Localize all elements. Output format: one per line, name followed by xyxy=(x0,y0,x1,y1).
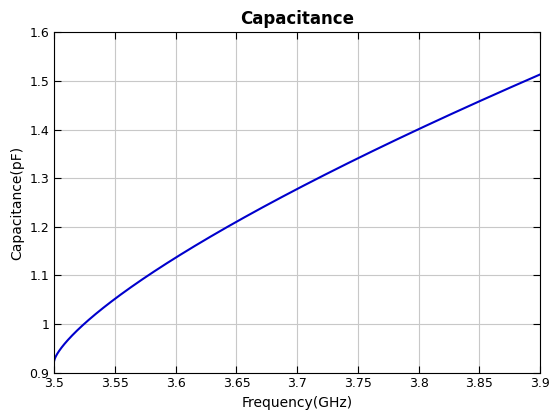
X-axis label: Frequency(GHz): Frequency(GHz) xyxy=(242,396,353,410)
Y-axis label: Capacitance(pF): Capacitance(pF) xyxy=(10,145,24,260)
Title: Capacitance: Capacitance xyxy=(240,10,354,28)
